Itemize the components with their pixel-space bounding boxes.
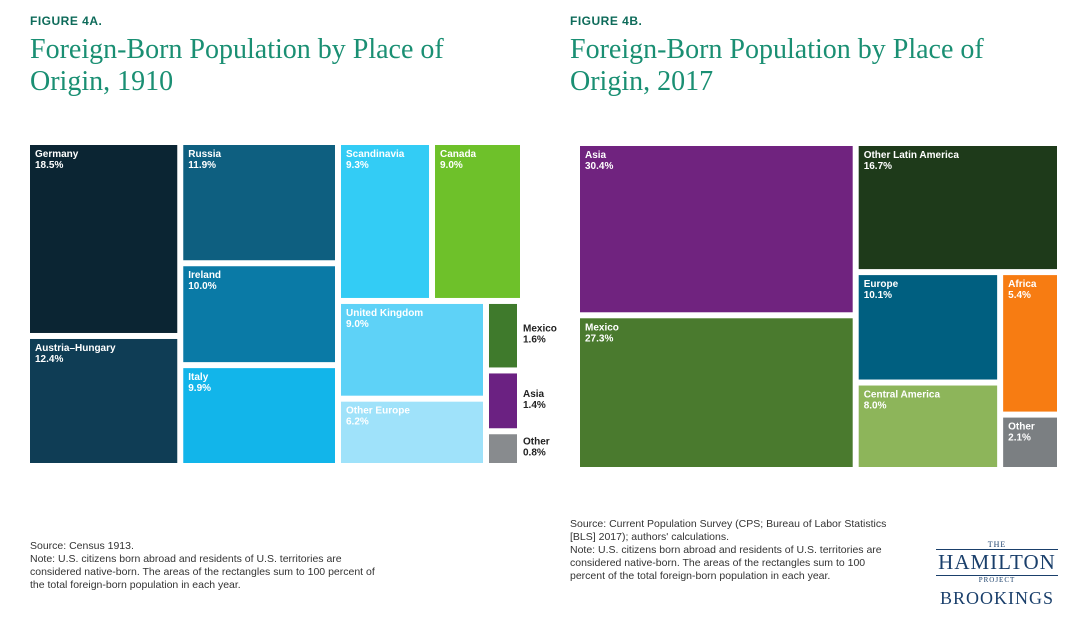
logo: THE HAMILTON PROJECT BROOKINGS: [922, 540, 1072, 609]
tile: [183, 368, 335, 463]
logo-project: PROJECT: [978, 576, 1016, 584]
logo-org: BROOKINGS: [939, 588, 1054, 608]
tile-value: 6.2%: [346, 417, 369, 428]
source: Source: Census 1913.: [30, 540, 134, 552]
tile-value: 27.3%: [585, 333, 613, 344]
tile-label: Mexico: [523, 324, 557, 335]
tile-label: Other Europe: [346, 406, 410, 417]
tile: [30, 338, 178, 463]
tile-label: Ireland: [188, 270, 221, 281]
figure-label: FIGURE 4A.: [30, 14, 103, 28]
tile-label: Austria–Hungary: [35, 343, 116, 354]
logo-name: HAMILTON: [936, 549, 1058, 576]
tile-label: Other: [523, 437, 550, 448]
tile: [1003, 417, 1057, 467]
tile-label: Asia: [523, 389, 545, 400]
tile-value: 1.6%: [523, 335, 546, 346]
tile: [183, 266, 335, 363]
tile-label: Mexico: [585, 322, 619, 333]
tile: [858, 146, 1057, 270]
tile: [488, 303, 517, 368]
tile-label: Central America: [864, 390, 941, 401]
figure-label: FIGURE 4B.: [570, 14, 643, 28]
tile: [183, 145, 335, 261]
tile-label: Asia: [585, 150, 607, 161]
tile-value: 9.3%: [346, 160, 369, 171]
note: Note: U.S. citizens born abroad and resi…: [570, 544, 882, 582]
tile-value: 10.0%: [188, 281, 216, 292]
tile-label: Scandinavia: [346, 149, 405, 160]
tile: [435, 145, 520, 298]
tile-value: 12.4%: [35, 354, 63, 365]
tile-label: Russia: [188, 149, 221, 160]
tile: [340, 145, 430, 298]
note: Note: U.S. citizens born abroad and resi…: [30, 553, 375, 591]
tile-label: Italy: [188, 372, 208, 383]
tile-label: Canada: [440, 149, 477, 160]
tile-label: Germany: [35, 149, 79, 160]
tile-value: 0.8%: [523, 448, 546, 459]
chart-title: Foreign-Born Population by Place of Orig…: [30, 34, 444, 97]
tile-label: Other: [1008, 422, 1035, 433]
tile-value: 8.0%: [864, 401, 887, 412]
tile-label: Europe: [864, 279, 899, 290]
tile-value: 10.1%: [864, 290, 892, 301]
chart-title: Foreign-Born Population by Place of Orig…: [570, 34, 984, 97]
tile: [488, 434, 517, 463]
source: Source: Current Population Survey (CPS; …: [570, 518, 887, 543]
tile: [858, 275, 998, 380]
tile-value: 16.7%: [864, 161, 892, 172]
tile: [488, 373, 517, 429]
tile-label: United Kingdom: [346, 308, 423, 319]
tile-value: 2.1%: [1008, 433, 1031, 444]
tile: [340, 401, 483, 463]
tile-value: 9.9%: [188, 383, 211, 394]
tile-value: 11.9%: [188, 160, 216, 171]
tile-value: 9.0%: [346, 319, 369, 330]
tile-value: 9.0%: [440, 160, 463, 171]
tile: [580, 146, 853, 313]
tile-value: 5.4%: [1008, 290, 1031, 301]
tile-label: Africa: [1008, 279, 1037, 290]
tile-label: Other Latin America: [864, 150, 960, 161]
tile: [858, 385, 998, 467]
tile: [1003, 275, 1057, 412]
tile: [580, 318, 853, 467]
tile-value: 30.4%: [585, 161, 613, 172]
tile: [30, 145, 178, 333]
tile: [340, 303, 483, 396]
logo-the: THE: [987, 540, 1007, 549]
tile-value: 18.5%: [35, 160, 63, 171]
tile-value: 1.4%: [523, 400, 546, 411]
